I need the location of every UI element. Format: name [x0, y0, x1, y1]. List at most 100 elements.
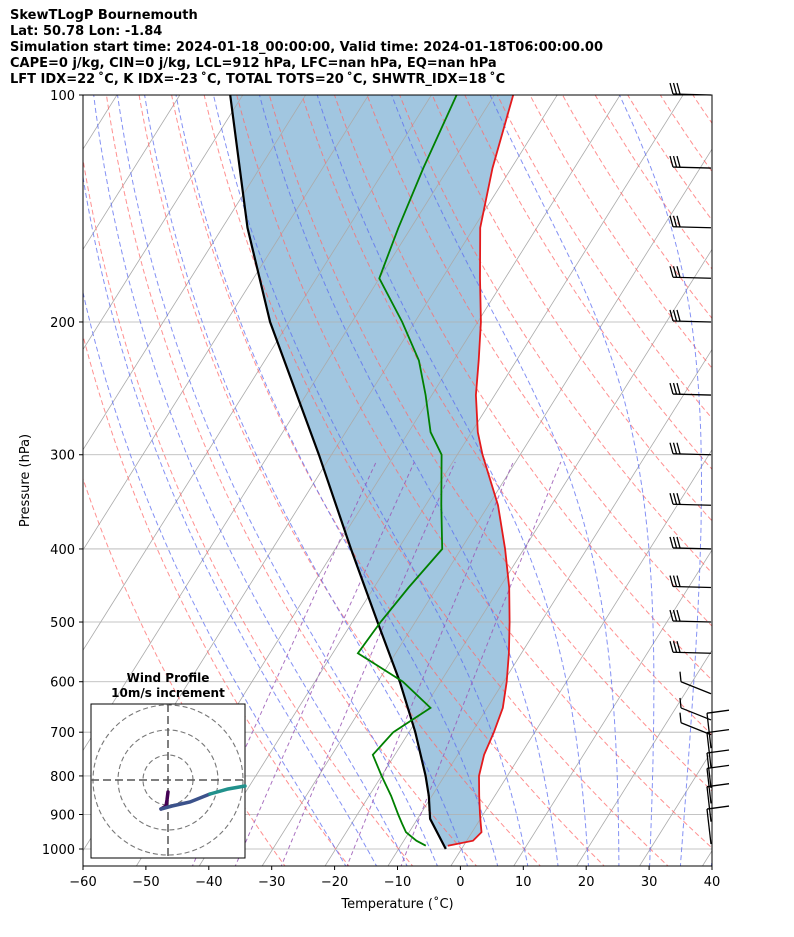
barb-shaft [672, 585, 712, 589]
barb-flag [676, 536, 681, 549]
barb-flag [676, 609, 681, 622]
x-tick-label: −50 [132, 875, 159, 890]
wind-barb [669, 155, 712, 169]
dry-adiabat-line [83, 333, 350, 866]
barb-flag [706, 749, 730, 754]
barb-shaft [706, 808, 712, 845]
wind-barb [706, 728, 730, 768]
barb-shaft [672, 276, 712, 279]
y-tick-label: 600 [50, 676, 75, 691]
dry-adiabat-line [594, 95, 712, 270]
parcel-profile-line [229, 95, 447, 850]
moist-adiabat-line [116, 95, 438, 866]
wind-barb [669, 641, 712, 654]
hodograph-trace-high [208, 784, 247, 796]
barb-shaft [672, 453, 712, 456]
barb-flag [672, 382, 678, 395]
isotherm-line [198, 95, 684, 866]
dry-adiabat-line [171, 95, 605, 866]
barb-flag [669, 82, 674, 95]
barb-shaft [672, 620, 712, 623]
x-tick-label: 40 [704, 875, 721, 890]
isotherm-line [83, 95, 370, 551]
moist-adiabat-line [83, 290, 347, 866]
barb-flag [676, 215, 681, 227]
wind-barb [706, 805, 730, 845]
isotherm-line [576, 649, 712, 866]
mixing-ratio-line [234, 461, 415, 866]
barb-flag [672, 215, 678, 227]
y-tick-label: 800 [50, 770, 75, 785]
barb-flag [672, 442, 678, 454]
barb-shaft [680, 681, 712, 695]
y-tick-label: 200 [50, 316, 75, 331]
barb-flag [669, 641, 674, 653]
dry-adiabat-line [366, 95, 712, 627]
figure-header: SkewTLogP Bournemouth Lat: 50.78 Lon: -1… [10, 8, 603, 88]
barb-flag [669, 575, 674, 587]
dry-adiabat-line [399, 95, 712, 574]
barb-shaft [706, 786, 712, 822]
dry-adiabat-line [268, 95, 712, 792]
isotherm-line [83, 95, 307, 451]
barb-shaft [672, 226, 712, 229]
barb-flag [706, 709, 730, 714]
barb-flag [676, 382, 681, 395]
temperature-profile-line [447, 95, 515, 847]
barb-flag [706, 805, 730, 810]
wind-barb [679, 671, 712, 695]
isotherm-line [387, 348, 712, 866]
barb-flag [672, 609, 678, 622]
barb-flag [676, 575, 681, 587]
moist-adiabat-line [316, 95, 589, 866]
y-tick-label: 900 [50, 808, 75, 823]
wind-barb [679, 697, 712, 721]
isotherm-line [450, 449, 712, 866]
barb-flag [676, 82, 681, 95]
wind-barb [669, 493, 712, 506]
x-tick-label: −40 [195, 875, 222, 890]
x-axis-label: Temperature (˚C) [340, 896, 453, 912]
barb-shaft [680, 722, 712, 736]
wind-barbs [669, 82, 730, 845]
barb-shaft [672, 393, 712, 396]
wind-barb [679, 712, 712, 736]
x-tick-label: −10 [384, 875, 411, 890]
barb-flag [669, 493, 674, 505]
mixing-ratio-line [346, 461, 514, 866]
barb-flag [669, 536, 674, 549]
barb-flag [676, 155, 681, 168]
mixing-ratio-line [400, 461, 562, 866]
barb-flag [706, 764, 730, 770]
x-tick-label: 10 [515, 875, 532, 890]
moist-adiabat-line [144, 95, 469, 866]
moist-adiabat-line [175, 95, 499, 866]
barb-flag [676, 309, 681, 322]
barb-flag [679, 671, 682, 682]
wind-barb [669, 442, 712, 456]
wind-barb [669, 575, 712, 589]
barb-shaft [672, 320, 712, 323]
moist-adiabat-line [212, 95, 529, 866]
barb-flag [669, 382, 674, 395]
barb-flag [669, 609, 674, 622]
profile-lines [229, 95, 515, 850]
figure-title: SkewTLogP Bournemouth [10, 8, 198, 23]
dry-adiabat-line [236, 95, 712, 849]
isotherm-line [701, 850, 712, 866]
moist-adiabat-line [710, 854, 712, 866]
indices-text: LFT IDX=22 ˚C, K IDX=-23 ˚C, TOTAL TOTS=… [10, 72, 506, 87]
x-tick-label: 20 [578, 875, 595, 890]
dry-adiabat-line [203, 95, 669, 866]
y-tick-label: 100 [50, 89, 75, 104]
dry-adiabat-line [105, 95, 478, 866]
y-tick-label: 700 [50, 726, 75, 741]
moist-adiabat-line [258, 95, 559, 866]
dry-adiabat-line [627, 95, 712, 221]
y-tick-label: 300 [50, 449, 75, 464]
isotherm-line [83, 95, 244, 351]
wind-barb [669, 82, 712, 96]
x-tick-label: −20 [321, 875, 348, 890]
wind-barb [669, 266, 712, 279]
inset-subtitle: 10m/s increment [111, 686, 225, 700]
